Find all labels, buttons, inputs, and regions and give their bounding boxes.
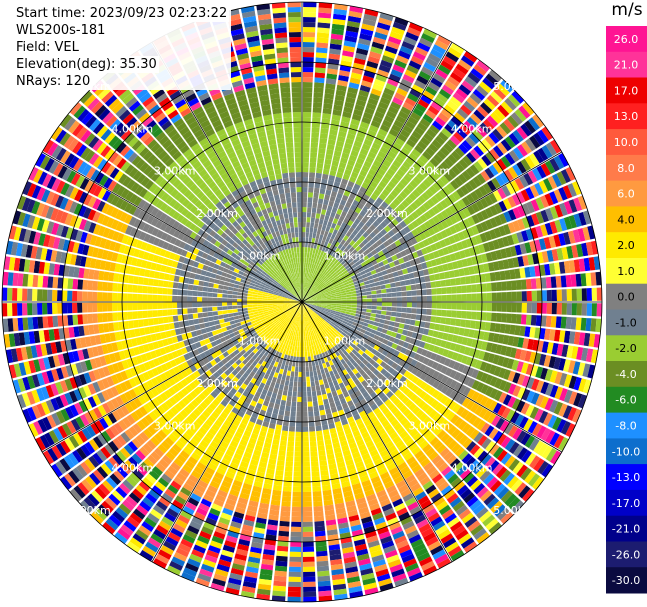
colorbar-swatch xyxy=(606,438,647,465)
colorbar-tick-label: 2.0 xyxy=(617,239,635,252)
colorbar-swatch xyxy=(606,361,647,388)
colorbar-tick-label: 26.0 xyxy=(614,33,639,46)
range-ring-label: 2.00km xyxy=(366,207,408,220)
range-ring-label: 5.00km xyxy=(493,504,535,517)
colorbar-swatch xyxy=(606,541,647,568)
instrument-text: WLS200s-181 xyxy=(14,22,108,39)
range-ring-label: 3.00km xyxy=(409,165,451,178)
range-ring-label: 1.00km xyxy=(324,334,366,347)
azimuth-spoke xyxy=(301,41,453,303)
colorbar-tick-label: -26.0 xyxy=(612,548,640,561)
azimuth-spokes xyxy=(2,2,602,602)
colorbar-swatch xyxy=(606,26,647,53)
range-ring-label: 5.00km xyxy=(69,504,111,517)
azimuth-spoke xyxy=(41,151,303,303)
elevation-text: Elevation(deg): 35.30 xyxy=(14,56,159,73)
colorbar-tick-label: 1.0 xyxy=(617,265,635,278)
range-ring-label: 1.00km xyxy=(239,334,281,347)
colorbar-swatch xyxy=(606,103,647,130)
colorbar-tick-label: 4.0 xyxy=(617,213,635,226)
range-ring-label: 1.00km xyxy=(239,250,281,263)
colorbar-tick-label: -4.0 xyxy=(615,368,636,381)
colorbar-swatch xyxy=(606,309,647,336)
scan-info-panel: Start time: 2023/09/23 02:23:22 WLS200s-… xyxy=(12,5,232,90)
colorbar-swatch xyxy=(606,154,647,182)
range-ring-label: 3.00km xyxy=(154,165,196,178)
colorbar-tick-label: 21.0 xyxy=(614,59,639,72)
field-text: Field: VEL xyxy=(14,39,81,56)
colorbar-tick-label: 10.0 xyxy=(614,136,639,149)
azimuth-spoke xyxy=(301,151,562,303)
colorbar-swatch xyxy=(606,489,647,517)
range-ring-label: 2.00km xyxy=(196,207,238,220)
range-ring-label: 4.00km xyxy=(112,462,154,475)
colorbar-swatch xyxy=(606,464,647,491)
colorbar-tick-label: 0.0 xyxy=(617,291,635,304)
colorbar-tick-label: -6.0 xyxy=(615,394,636,407)
start-time-text: Start time: 2023/09/23 02:23:22 xyxy=(14,5,230,22)
range-ring-label: 4.00km xyxy=(112,122,154,135)
azimuth-spoke xyxy=(301,301,562,453)
range-ring-label: 3.00km xyxy=(409,419,451,432)
colorbar-swatch xyxy=(606,335,647,362)
azimuth-spoke xyxy=(41,301,303,453)
range-ring-label: 3.00km xyxy=(154,419,196,432)
colorbar-tick-label: -21.0 xyxy=(612,523,640,536)
colorbar-unit: m/s xyxy=(607,0,647,20)
range-ring-label: 2.00km xyxy=(366,377,408,390)
colorbar-swatch xyxy=(606,232,647,259)
range-ring-label: 2.00km xyxy=(196,377,238,390)
range-ring-label: 5.00km xyxy=(493,80,535,93)
colorbar-tick-label: 17.0 xyxy=(614,84,639,97)
range-ring-label: 4.00km xyxy=(451,462,493,475)
colorbar-tick-label: 8.0 xyxy=(617,162,635,175)
colorbar-tick-label: 6.0 xyxy=(617,188,635,201)
azimuth-spoke xyxy=(151,301,303,562)
colorbar-swatch xyxy=(606,77,647,104)
range-ring-label: 1.00km xyxy=(324,250,366,263)
colorbar-tick-label: -10.0 xyxy=(612,445,640,458)
colorbar-swatch xyxy=(606,129,647,156)
colorbar-swatch xyxy=(606,386,647,414)
range-ring-label: 4.00km xyxy=(451,122,493,135)
colorbar-tick-label: 13.0 xyxy=(614,110,639,123)
colorbar-swatch xyxy=(606,51,647,79)
colorbar-swatch xyxy=(606,412,647,439)
colorbar-tick-label: -30.0 xyxy=(612,574,640,587)
nrays-text: NRays: 120 xyxy=(14,73,93,90)
colorbar-tick-label: -1.0 xyxy=(615,316,636,329)
colorbar-swatch xyxy=(606,180,647,207)
colorbar-tick-label: -17.0 xyxy=(612,497,640,510)
colorbar-swatch xyxy=(606,283,647,310)
azimuth-spoke xyxy=(301,301,453,562)
colorbar-swatch xyxy=(606,567,647,594)
colorbar-swatch xyxy=(606,206,647,233)
colorbar-swatch xyxy=(606,515,647,542)
colorbar-tick-label: -8.0 xyxy=(615,420,636,433)
colorbar-swatch xyxy=(606,258,647,285)
velocity-colorbar: 26.0 21.0 17.0 13.0 10.0 8.0 6.0 4.0 2.0 1.0 0.0 -1… xyxy=(606,26,647,594)
ppi-scan-plot: 1.00km 2.00km 3.00km 4.00km 5.00km 1.00km 2.00… xyxy=(1,1,603,603)
colorbar-tick-label: -13.0 xyxy=(612,471,640,484)
colorbar-tick-label: -2.0 xyxy=(615,342,636,355)
